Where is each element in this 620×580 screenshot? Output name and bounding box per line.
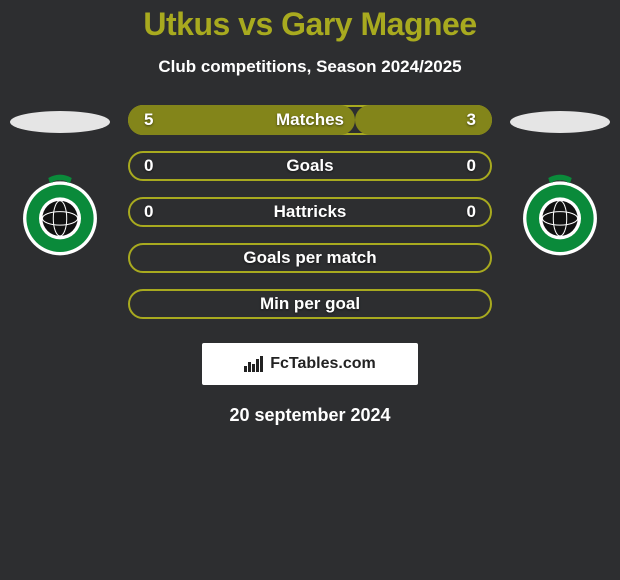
player-right-avatar [510,111,610,133]
stat-label: Goals per match [243,248,376,268]
stat-label: Min per goal [260,294,360,314]
stat-label: Goals [286,156,333,176]
stat-value-right: 0 [467,156,476,176]
bar-chart-icon [244,356,264,372]
stat-value-left: 0 [144,202,153,222]
stat-value-left: 0 [144,156,153,176]
attribution-badge: FcTables.com [202,343,418,385]
date-text: 20 september 2024 [0,405,620,426]
player-right-column [500,105,620,257]
attribution-text: FcTables.com [270,355,376,373]
stat-value-right: 3 [467,110,476,130]
comparison-row: 5 Matches 3 0 Goals 0 0 Hattricks 0 Goals per mat… [0,105,620,319]
player-left-avatar [10,111,110,133]
stat-label: Matches [276,110,344,130]
player-left-column [0,105,120,257]
stat-bar: 5 Matches 3 [128,105,492,135]
stat-value-right: 0 [467,202,476,222]
stat-bar: Min per goal [128,289,492,319]
subtitle: Club competitions, Season 2024/2025 [0,57,620,77]
stat-bar: Goals per match [128,243,492,273]
player-right-club-badge [518,173,602,257]
stat-label: Hattricks [274,202,347,222]
page-title: Utkus vs Gary Magnee [0,6,620,43]
stat-value-left: 5 [144,110,153,130]
stats-column: 5 Matches 3 0 Goals 0 0 Hattricks 0 Goals per mat… [120,105,500,319]
stat-bar: 0 Hattricks 0 [128,197,492,227]
player-left-club-badge [18,173,102,257]
stat-bar: 0 Goals 0 [128,151,492,181]
